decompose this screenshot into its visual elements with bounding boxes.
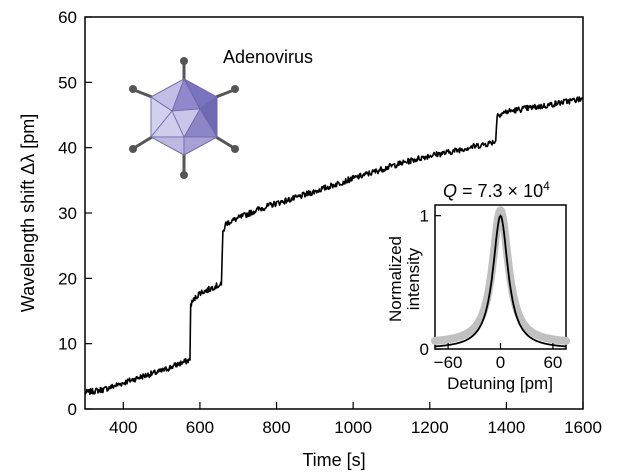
inset-y-axis-label: Normalized xyxy=(386,236,405,322)
inset-x-axis-label: Detuning [pm] xyxy=(447,374,553,393)
x-tick-label: 600 xyxy=(186,418,214,437)
x-tick-label: 1600 xyxy=(564,418,602,437)
y-tick-label: 30 xyxy=(58,204,77,223)
x-axis-label: Time [s] xyxy=(302,450,365,470)
data-series-line xyxy=(84,96,584,396)
y-tick-label: 10 xyxy=(58,335,77,354)
inset-x-tick-label: 60 xyxy=(543,353,562,372)
y-tick-label: 60 xyxy=(58,8,77,27)
x-tick-label: 400 xyxy=(109,418,137,437)
inset-title: Q = 7.3 × 104 xyxy=(443,179,550,201)
inset-ticks: −60 0 60 0 1 xyxy=(420,207,563,372)
virus-annotation: Adenovirus xyxy=(223,47,313,67)
icosahedral-virus-icon xyxy=(129,57,239,179)
inset-x-tick-label: −60 xyxy=(434,353,463,372)
y-tick-label: 50 xyxy=(58,73,77,92)
inset-chart: Q = 7.3 × 104 −60 0 60 0 1 Detuning [pm] Nor… xyxy=(386,179,570,393)
y-axis-label: Wavelength shift Δλ [pm] xyxy=(18,114,38,312)
x-tick-label: 1200 xyxy=(411,418,449,437)
x-tick-label: 1000 xyxy=(334,418,372,437)
inset-y-tick-label: 1 xyxy=(420,207,429,226)
inset-fit-curve xyxy=(435,214,566,348)
x-tick-label: 1400 xyxy=(487,418,525,437)
y-tick-label: 0 xyxy=(68,400,77,419)
y-tick-label: 20 xyxy=(58,269,77,288)
inset-x-tick-label: 0 xyxy=(496,353,505,372)
inset-y-tick-label: 0 xyxy=(420,340,429,359)
y-tick-label: 40 xyxy=(58,139,77,158)
inset-y-axis-label-2: intensity xyxy=(404,247,423,310)
x-tick-label: 800 xyxy=(262,418,290,437)
inset-measured-curve xyxy=(431,206,570,345)
